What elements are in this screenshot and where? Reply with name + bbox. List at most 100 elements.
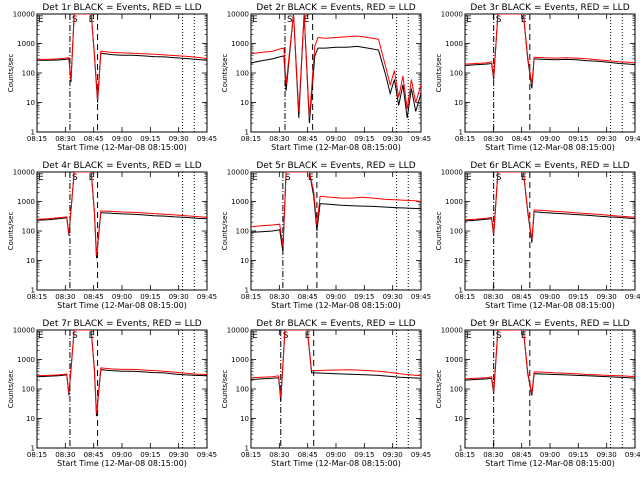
chart-2-series-lld-line: [251, 14, 421, 118]
chart-7-ylabel: Counts/sec: [7, 370, 15, 409]
chart-3-xtick-label: 09:30: [597, 135, 617, 143]
chart-8-xtick-label: 09:45: [411, 451, 431, 459]
chart-7-xtick-label: 09:00: [112, 451, 132, 459]
chart-2-ytick-label: 10: [240, 99, 249, 107]
chart-4-title: Det 4r BLACK = Events, RED = LLD: [42, 161, 201, 171]
chart-7-title: Det 7r BLACK = Events, RED = LLD: [42, 319, 201, 329]
chart-9-xtick-label: 08:30: [483, 451, 503, 459]
chart-1-title: Det 1r BLACK = Events, RED = LLD: [42, 3, 201, 13]
chart-4-ytick-label: 10: [26, 257, 35, 265]
chart-5-xlabel: Start Time (12-Mar-08 08:15:00): [271, 301, 401, 310]
chart-5-xtick-label: 08:15: [241, 293, 261, 301]
chart-8-xtick-label: 08:30: [269, 451, 289, 459]
chart-6-ytick-label: 100: [450, 228, 463, 236]
chart-7-series-lld-line: [37, 330, 207, 414]
chart-2-xtick-label: 09:30: [383, 135, 403, 143]
chart-4-segment-label: E: [38, 173, 44, 183]
chart-7-ytick-label: 100: [22, 386, 35, 394]
chart-4-xtick-label: 09:30: [169, 293, 189, 301]
chart-3-segment-label: E: [466, 15, 472, 25]
chart-9-ytick-label: 100: [450, 386, 463, 394]
chart-1-xtick-label: 09:00: [112, 135, 132, 143]
chart-3-ylabel: Counts/sec: [435, 54, 443, 93]
chart-6-xtick-label: 08:15: [455, 293, 475, 301]
chart-9-ytick-label: 1: [459, 445, 463, 453]
chart-1-ytick-label: 1000: [17, 40, 35, 48]
chart-6-xtick-label: 08:30: [483, 293, 503, 301]
chart-1-xlabel: Start Time (12-Mar-08 08:15:00): [57, 143, 187, 152]
chart-3-ytick-label: 1000: [445, 40, 463, 48]
chart-3-xtick-label: 09:15: [568, 135, 588, 143]
chart-5-segment-label: E: [252, 173, 258, 183]
chart-5-xtick-label: 09:00: [326, 293, 346, 301]
chart-6-title: Det 6r BLACK = Events, RED = LLD: [470, 161, 629, 171]
chart-5-xtick-label: 09:30: [383, 293, 403, 301]
chart-9-xtick-label: 09:45: [625, 451, 640, 459]
chart-2-ylabel: Counts/sec: [221, 54, 229, 93]
chart-6-segment-label: S: [496, 173, 502, 183]
chart-9-xtick-label: 08:45: [512, 451, 532, 459]
chart-8-ylabel: Counts/sec: [221, 370, 229, 409]
chart-5-series-events-line: [251, 172, 421, 252]
chart-8-xtick-label: 08:45: [298, 451, 318, 459]
chart-8-segment-label: E: [252, 331, 258, 341]
chart-8-series-lld-line: [251, 330, 421, 398]
chart-7-xtick-label: 08:30: [55, 451, 75, 459]
chart-1-xtick-label: 08:15: [27, 135, 47, 143]
chart-1-xtick-label: 08:45: [84, 135, 104, 143]
chart-9-xtick-label: 09:00: [540, 451, 560, 459]
chart-3-title: Det 3r BLACK = Events, RED = LLD: [470, 3, 629, 13]
chart-4-ylabel: Counts/sec: [7, 212, 15, 251]
chart-4-xlabel: Start Time (12-Mar-08 08:15:00): [57, 301, 187, 310]
chart-6-segment-label: E: [466, 173, 472, 183]
chart-4-xtick-label: 08:15: [27, 293, 47, 301]
chart-9-xtick-label: 08:15: [455, 451, 475, 459]
chart-4-xtick-label: 08:30: [55, 293, 75, 301]
chart-7-xtick-label: 09:15: [140, 451, 160, 459]
chart-2-ytick-label: 1000: [231, 40, 249, 48]
chart-1-segment-label: E: [38, 15, 44, 25]
chart-2-segment-label: E: [304, 15, 310, 25]
chart-1-xtick-label: 09:30: [169, 135, 189, 143]
chart-3-ytick-label: 10: [454, 99, 463, 107]
chart-8-segment-label: S: [283, 331, 289, 341]
chart-2-xtick-label: 09:15: [354, 135, 374, 143]
chart-5-title: Det 5r BLACK = Events, RED = LLD: [256, 161, 415, 171]
chart-7-ytick-label: 1000: [17, 356, 35, 364]
chart-2-xtick-label: 09:45: [411, 135, 431, 143]
chart-5-xtick-label: 08:30: [269, 293, 289, 301]
chart-7-xtick-label: 08:45: [84, 451, 104, 459]
chart-6-series-lld-line: [465, 172, 635, 240]
chart-2-xtick-label: 08:15: [241, 135, 261, 143]
chart-6-xtick-label: 09:15: [568, 293, 588, 301]
chart-5-series-lld-line: [251, 172, 421, 247]
chart-2-segment-label: S: [287, 15, 293, 25]
chart-1-xtick-label: 09:15: [140, 135, 160, 143]
chart-5-ytick-label: 1: [245, 287, 249, 295]
chart-8-ytick-label: 10: [240, 415, 249, 423]
chart-7-ytick-label: 1: [31, 445, 35, 453]
chart-6-ylabel: Counts/sec: [435, 212, 443, 251]
chart-1-ytick-label: 1: [31, 129, 35, 137]
chart-5-ytick-label: 10: [240, 257, 249, 265]
chart-9-ytick-label: 10000: [441, 327, 463, 335]
chart-3-xtick-label: 09:45: [625, 135, 640, 143]
chart-9-ytick-label: 1000: [445, 356, 463, 364]
chart-7-ytick-label: 10000: [13, 327, 35, 335]
chart-8-xtick-label: 08:15: [241, 451, 261, 459]
chart-6-xtick-label: 09:45: [625, 293, 640, 301]
chart-2-ytick-label: 1: [245, 129, 249, 137]
chart-2-ytick-label: 10000: [227, 11, 249, 19]
chart-8-title: Det 8r BLACK = Events, RED = LLD: [256, 319, 415, 329]
chart-2-xtick-label: 08:30: [269, 135, 289, 143]
chart-2-title: Det 2r BLACK = Events, RED = LLD: [256, 3, 415, 13]
chart-7-xtick-label: 09:30: [169, 451, 189, 459]
chart-6-xtick-label: 09:00: [540, 293, 560, 301]
chart-7-segment-label: E: [38, 331, 44, 341]
chart-5-xtick-label: 09:15: [354, 293, 374, 301]
chart-3-xtick-label: 09:00: [540, 135, 560, 143]
chart-1-ylabel: Counts/sec: [7, 54, 15, 93]
chart-8-xtick-label: 09:00: [326, 451, 346, 459]
